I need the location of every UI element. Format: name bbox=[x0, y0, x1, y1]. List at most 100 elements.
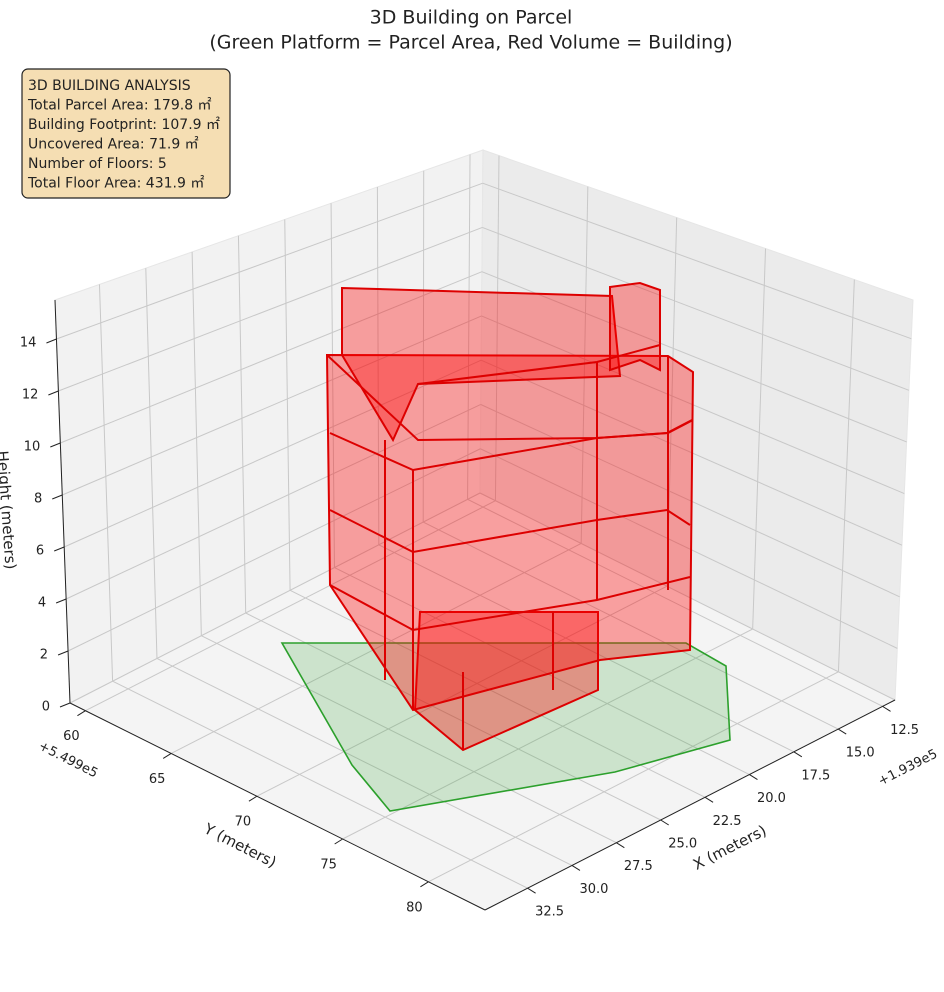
y-tick-label: 65 bbox=[149, 772, 166, 787]
grid-line bbox=[480, 404, 900, 598]
y-tick bbox=[77, 710, 86, 717]
z-tick-label: 0 bbox=[42, 700, 50, 715]
x-tick-label: 27.5 bbox=[624, 859, 653, 874]
grid-line bbox=[56, 182, 483, 340]
grid-line bbox=[376, 187, 380, 545]
z-tick-label: 6 bbox=[36, 544, 44, 559]
z-tick bbox=[55, 598, 67, 604]
x-axis-line bbox=[484, 699, 896, 911]
x-tick bbox=[837, 728, 847, 735]
x-offset: +1.939e5 bbox=[876, 747, 940, 790]
y-tick bbox=[162, 753, 172, 759]
annotation-line: Building Footprint: 107.9 ㎡ bbox=[28, 117, 220, 133]
y-tick bbox=[420, 881, 429, 888]
z-tick bbox=[54, 546, 65, 552]
grid-line bbox=[837, 279, 855, 672]
grid-line bbox=[480, 448, 898, 649]
x-tick bbox=[616, 842, 625, 849]
z-tick bbox=[59, 702, 71, 708]
x-tick-label: 12.5 bbox=[890, 723, 919, 738]
grid-line bbox=[330, 203, 335, 568]
y-tick-label: 60 bbox=[63, 729, 80, 744]
scene bbox=[280, 281, 731, 812]
grid-line bbox=[191, 251, 202, 636]
grid-line bbox=[112, 680, 528, 889]
z-axis-label: Height (meters) bbox=[0, 450, 20, 570]
annotation-line: Total Parcel Area: 179.8 ㎡ bbox=[27, 98, 212, 114]
x-tick-label: 30.0 bbox=[579, 882, 608, 897]
grid-line bbox=[467, 154, 471, 500]
x-tick bbox=[527, 887, 536, 894]
x-tick-label: 17.5 bbox=[801, 768, 830, 783]
grid-line bbox=[482, 226, 910, 391]
x-tick bbox=[571, 865, 581, 871]
y-axis-line bbox=[69, 702, 486, 911]
grid-line bbox=[85, 500, 496, 712]
y-offset: +5.499e5 bbox=[36, 739, 100, 782]
z-tick bbox=[57, 650, 69, 656]
x-tick-label: 20.0 bbox=[757, 791, 786, 806]
annotation-line: 3D BUILDING ANALYSIS bbox=[28, 78, 191, 94]
x-tick-label: 22.5 bbox=[713, 814, 742, 829]
y-tick-label: 75 bbox=[320, 858, 337, 873]
grid-line bbox=[170, 543, 582, 754]
grid-line bbox=[284, 219, 291, 591]
grid-line bbox=[145, 268, 158, 659]
x-axis-label: X (meters) bbox=[690, 821, 769, 873]
grid-line bbox=[245, 612, 661, 821]
x-tick-label: 15.0 bbox=[846, 746, 875, 761]
z-tick-label: 8 bbox=[34, 492, 42, 507]
z-tick-label: 10 bbox=[24, 440, 41, 455]
annotation-line: Uncovered Area: 71.9 ㎡ bbox=[28, 137, 199, 153]
grid-line bbox=[467, 498, 883, 707]
annotation: 3D BUILDING ANALYSIS Total Parcel Area: 1… bbox=[27, 78, 220, 192]
grid-line bbox=[289, 589, 706, 798]
grid-line bbox=[63, 359, 482, 548]
grid-line bbox=[58, 226, 483, 392]
grid-line bbox=[342, 628, 753, 840]
z-tick bbox=[52, 494, 63, 500]
annotation-line: Number of Floors: 5 bbox=[28, 156, 167, 172]
z-tick-label: 14 bbox=[20, 336, 37, 351]
grid-line bbox=[334, 567, 750, 775]
grid-line bbox=[378, 544, 795, 753]
parcel bbox=[280, 642, 731, 812]
grid-line bbox=[237, 235, 247, 614]
building-part bbox=[325, 353, 695, 712]
grid-line bbox=[156, 658, 573, 866]
grid-line bbox=[752, 248, 767, 630]
grid-line bbox=[494, 155, 500, 501]
grid bbox=[56, 154, 912, 889]
grid-line bbox=[580, 186, 589, 544]
grid-line bbox=[422, 521, 839, 730]
grid-line bbox=[201, 635, 617, 844]
x-tick bbox=[793, 751, 803, 758]
x-tick bbox=[882, 705, 891, 712]
x-tick bbox=[749, 774, 758, 780]
x-tick bbox=[660, 819, 669, 826]
grid-line bbox=[60, 271, 483, 444]
annotation-line: Total Floor Area: 431.9 ㎡ bbox=[27, 176, 204, 192]
grid-line bbox=[482, 182, 912, 340]
z-tick-label: 12 bbox=[22, 388, 39, 403]
grid-line bbox=[481, 271, 907, 443]
z-axis-line bbox=[54, 299, 71, 704]
chart-title: 3D Building on Parcel bbox=[370, 7, 573, 29]
z-tick bbox=[46, 338, 57, 344]
annotation-box bbox=[21, 68, 231, 199]
y-tick bbox=[248, 795, 258, 802]
z-tick bbox=[50, 442, 61, 448]
y-tick-label: 70 bbox=[235, 815, 252, 830]
x-tick-label: 25.0 bbox=[668, 837, 697, 852]
grid-line bbox=[69, 492, 481, 704]
grid-line bbox=[98, 284, 114, 682]
z-tick-label: 2 bbox=[40, 648, 48, 663]
grid-line bbox=[62, 315, 482, 496]
chart-subtitle: (Green Platform = Parcel Area, Red Volum… bbox=[209, 32, 732, 54]
z-tick-label: 4 bbox=[38, 596, 46, 611]
grid-line bbox=[65, 404, 481, 600]
grid-line bbox=[67, 448, 481, 652]
y-tick bbox=[334, 838, 343, 845]
